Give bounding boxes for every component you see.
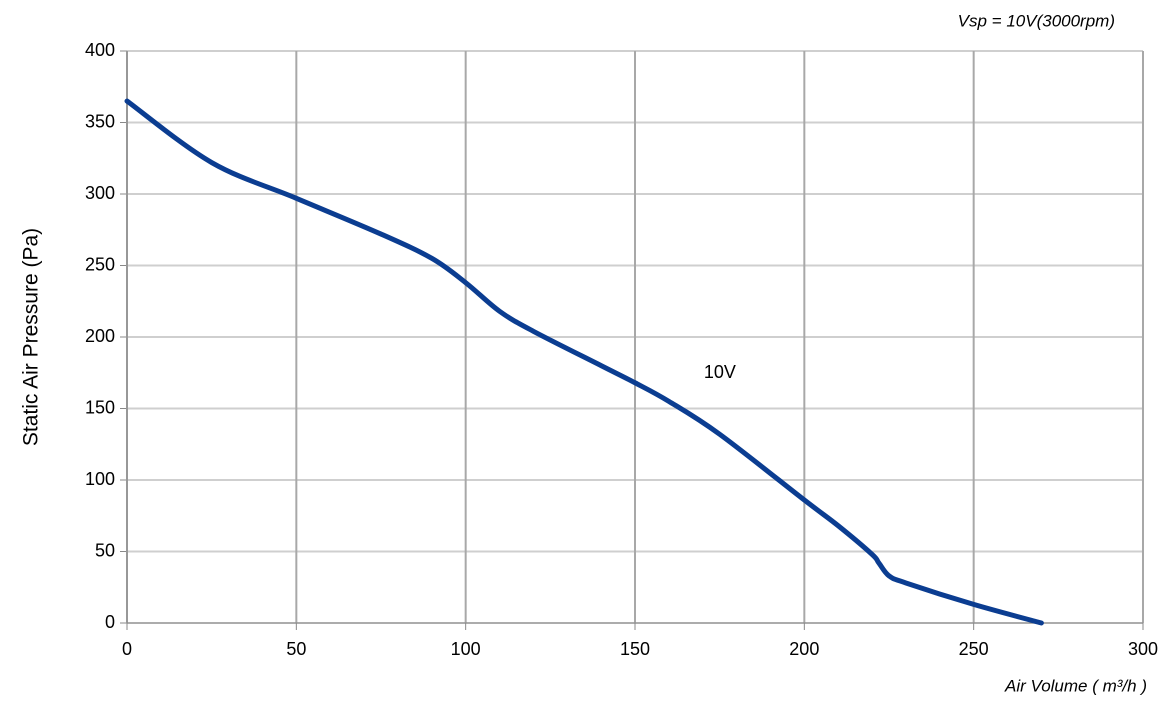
x-tick-label: 50 (286, 639, 306, 659)
y-tick-label: 200 (85, 326, 115, 346)
chart-title: Vsp = 10V(3000rpm) (958, 11, 1115, 30)
x-tick-label: 250 (959, 639, 989, 659)
data-line (124, 98, 1044, 626)
x-tick-label: 200 (789, 639, 819, 659)
y-tick-label: 50 (95, 540, 115, 560)
y-tick-label: 250 (85, 254, 115, 274)
y-tick-label: 350 (85, 111, 115, 131)
y-axis-label: Static Air Pressure (Pa) (20, 228, 43, 446)
x-tick-label: 150 (620, 639, 650, 659)
x-axis-label: Air Volume ( m³/h ) (1004, 676, 1147, 695)
x-tick-label: 0 (122, 639, 132, 659)
y-tick-label: 150 (85, 397, 115, 417)
series-label: 10V (704, 362, 736, 382)
x-tick-label: 300 (1128, 639, 1158, 659)
x-tick-label: 100 (451, 639, 481, 659)
y-tick-label: 400 (85, 40, 115, 60)
y-tick-label: 100 (85, 469, 115, 489)
y-tick-label: 300 (85, 183, 115, 203)
y-tick-label: 0 (105, 612, 115, 632)
